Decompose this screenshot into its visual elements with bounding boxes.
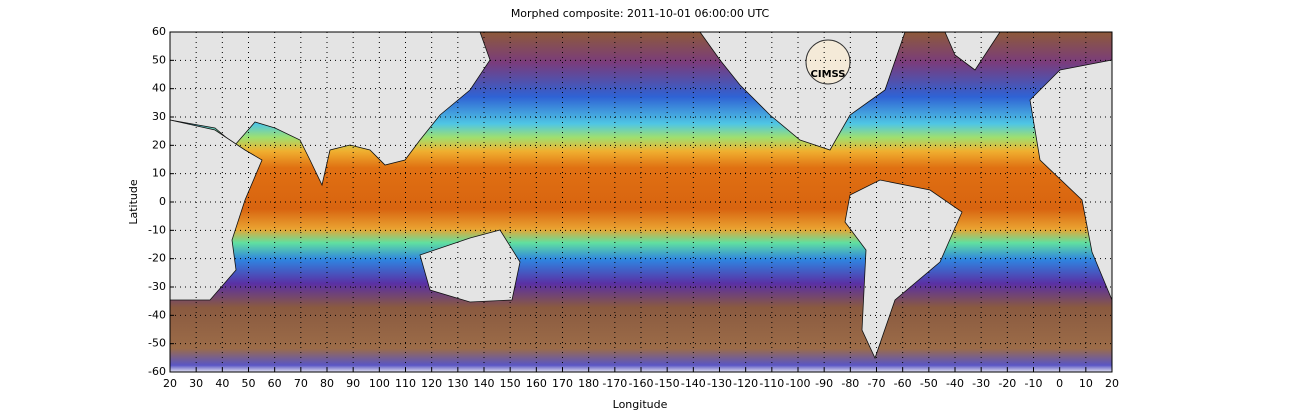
x-tick-label: 150 [500, 377, 521, 390]
y-tick-label: -10 [148, 223, 166, 236]
x-tick-label: 20 [163, 377, 177, 390]
x-tick-label: -60 [894, 377, 912, 390]
y-tick-label: 20 [152, 138, 166, 151]
x-tick-label: 110 [395, 377, 416, 390]
x-tick-label: -70 [868, 377, 886, 390]
x-tick-label: -150 [655, 377, 680, 390]
x-tick-label: 90 [346, 377, 360, 390]
y-tick-label: 50 [152, 53, 166, 66]
x-tick-label: 70 [294, 377, 308, 390]
x-tick-label: -130 [707, 377, 732, 390]
y-axis-label: Latitude [127, 179, 140, 225]
x-tick-label: 10 [1079, 377, 1093, 390]
x-tick-label: 130 [447, 377, 468, 390]
x-tick-label: -100 [786, 377, 811, 390]
x-tick-label: 100 [369, 377, 390, 390]
x-tick-label: -90 [815, 377, 833, 390]
x-tick-label: -160 [629, 377, 654, 390]
x-tick-label: -170 [602, 377, 627, 390]
x-tick-label: 180 [578, 377, 599, 390]
y-tick-label: -40 [148, 308, 166, 321]
x-tick-label: 50 [242, 377, 256, 390]
x-tick-label: -50 [920, 377, 938, 390]
x-tick-label: 60 [268, 377, 282, 390]
x-tick-label: -80 [841, 377, 859, 390]
x-tick-label: 0 [1056, 377, 1063, 390]
x-tick-label: -30 [972, 377, 990, 390]
x-tick-label: 80 [320, 377, 334, 390]
y-tick-label: 0 [159, 195, 166, 208]
x-tick-label: 20 [1105, 377, 1119, 390]
x-tick-label: -140 [681, 377, 706, 390]
x-tick-label: -40 [946, 377, 964, 390]
x-tick-label: 30 [189, 377, 203, 390]
x-tick-label: 140 [474, 377, 495, 390]
title: Morphed composite: 2011-10-01 06:00:00 U… [511, 7, 770, 20]
y-tick-label: -20 [148, 252, 166, 265]
x-tick-label: 170 [552, 377, 573, 390]
land [169, 31, 1113, 360]
y-tick-label: 40 [152, 82, 166, 95]
x-tick-label: -110 [759, 377, 784, 390]
x-tick-label: 40 [215, 377, 229, 390]
y-tick-label: -50 [148, 337, 166, 350]
x-tick-label: -20 [998, 377, 1016, 390]
logo-text: CIMSS [811, 69, 846, 80]
x-tick-label: -120 [733, 377, 758, 390]
y-tick-label: 30 [152, 110, 166, 123]
y-tick-label: 60 [152, 25, 166, 38]
x-axis-label: Longitude [613, 398, 668, 411]
x-tick-label: -10 [1025, 377, 1043, 390]
y-tick-label: -30 [148, 280, 166, 293]
x-tick-label: 160 [526, 377, 547, 390]
y-tick-label: -60 [148, 365, 166, 378]
x-tick-label: 120 [421, 377, 442, 390]
y-tick-label: 10 [152, 167, 166, 180]
